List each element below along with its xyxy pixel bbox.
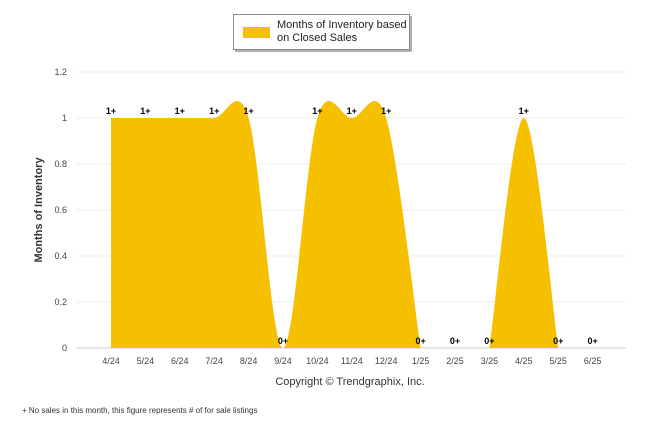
x-tick-label: 6/24	[171, 356, 189, 366]
y-axis-label: Months of Inventory	[33, 157, 45, 263]
data-label: 1+	[175, 106, 185, 116]
chart-legend: Months of Inventory based on Closed Sale…	[233, 14, 410, 50]
data-label: 1+	[243, 106, 253, 116]
y-tick-label: 1.2	[54, 67, 67, 77]
series-area-segment	[111, 100, 421, 348]
x-tick-label: 11/24	[341, 356, 363, 366]
data-label: 1+	[106, 106, 116, 116]
y-tick-label: 1	[62, 113, 67, 123]
data-label: 1+	[347, 106, 357, 116]
x-tick-label: 2/25	[446, 356, 464, 366]
data-label: 0+	[587, 336, 597, 346]
y-tick-label: 0.6	[54, 205, 67, 215]
axes: 0 0.2 0.4 0.6 0.8 1 1.2 4/24 5/24 6/24 7/24 8/24 9/2…	[54, 67, 601, 366]
footnote-text: + No sales in this month, this figure re…	[22, 406, 258, 415]
data-label: 0+	[484, 336, 494, 346]
data-label: 0+	[415, 336, 425, 346]
x-tick-label: 5/24	[137, 356, 155, 366]
copyright-text: Copyright © Trendgraphix, Inc.	[275, 376, 425, 388]
data-label: 1+	[209, 106, 219, 116]
x-tick-label: 10/24	[306, 356, 329, 366]
x-tick-label: 8/24	[240, 356, 258, 366]
series-area	[111, 100, 559, 348]
data-label: 1+	[312, 106, 322, 116]
y-tick-label: 0.4	[54, 251, 67, 261]
y-tick-label: 0	[62, 343, 67, 353]
x-tick-label: 4/25	[515, 356, 533, 366]
legend-swatch	[243, 27, 270, 38]
x-tick-label: 7/24	[205, 356, 223, 366]
data-label: 0+	[278, 336, 288, 346]
data-label: 0+	[450, 336, 460, 346]
x-tick-label: 1/25	[412, 356, 430, 366]
legend-label: Months of Inventory based on Closed Sale…	[277, 19, 407, 44]
data-label: 1+	[140, 106, 150, 116]
x-tick-label: 3/25	[481, 356, 499, 366]
data-label: 1+	[381, 106, 391, 116]
x-tick-label: 5/25	[549, 356, 567, 366]
x-tick-label: 4/24	[102, 356, 120, 366]
x-tick-label: 12/24	[375, 356, 398, 366]
data-labels: 1+ 1+ 1+ 1+ 1+ 0+ 1+ 1+ 1+ 0+ 0+ 0+ 1+ 0+ 0+	[106, 106, 598, 346]
data-label: 1+	[519, 106, 529, 116]
x-tick-label: 6/25	[584, 356, 602, 366]
y-tick-label: 0.2	[54, 297, 67, 307]
y-tick-label: 0.8	[54, 159, 67, 169]
x-tick-label: 9/24	[274, 356, 292, 366]
series-area-segment	[489, 118, 559, 348]
data-label: 0+	[553, 336, 563, 346]
